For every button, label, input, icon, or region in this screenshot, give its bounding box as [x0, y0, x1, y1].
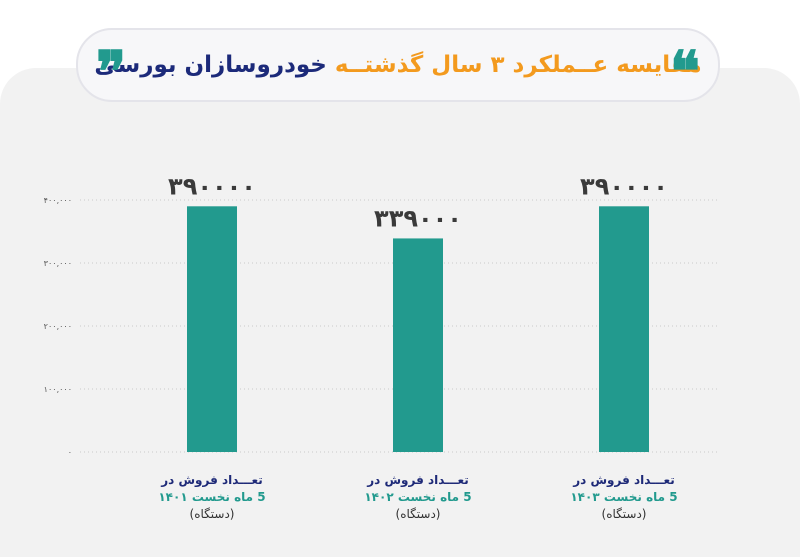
y-tick-label: ۲۰۰,۰۰۰ — [44, 322, 72, 331]
x-tick-label: تعـــداد فروش در 5 ماه نخست ۱۴۰۲ (دستگاه) — [333, 472, 503, 523]
x-tick-label-line: تعـــداد فروش در — [161, 473, 263, 487]
y-tick-label: ۳۰۰,۰۰۰ — [44, 259, 72, 268]
data-label: ۳۳۹۰۰۰ — [374, 204, 462, 232]
data-label: ۳۹۰۰۰۰ — [168, 172, 256, 200]
y-tick-label: ۰ — [68, 448, 72, 457]
x-tick-label-line: 5 ماه نخست ۱۴۰۱ — [158, 490, 266, 504]
chart-title: مقایسه عــملکرد ۳ سال گذشتــه خودروسازان… — [94, 52, 701, 78]
title-part-navy: خودروسازان بورسی — [94, 52, 327, 78]
data-label: ۳۹۰۰۰۰ — [580, 172, 668, 200]
x-tick-label-line: 5 ماه نخست ۱۴۰۲ — [364, 490, 472, 504]
x-tick-label-line: تعـــداد فروش در — [573, 473, 675, 487]
close-quote-icon: ❞ — [96, 39, 127, 105]
open-quote-icon: ❝ — [669, 39, 700, 105]
bar — [187, 206, 237, 452]
x-tick-label-line: 5 ماه نخست ۱۴۰۳ — [570, 490, 678, 504]
x-tick-label: تعـــداد فروش در 5 ماه نخست ۱۴۰۱ (دستگاه) — [127, 472, 297, 523]
x-tick-label-line: تعـــداد فروش در — [367, 473, 469, 487]
bar — [599, 206, 649, 452]
bar — [393, 238, 443, 452]
title-part-orange: مقایسه عــملکرد ۳ سال گذشتــه — [334, 52, 702, 78]
x-tick-label-line: (دستگاه) — [601, 507, 647, 521]
x-tick-label-line: (دستگاه) — [189, 507, 235, 521]
title-banner: ❝ مقایسه عــملکرد ۳ سال گذشتــه خودروساز… — [76, 28, 720, 102]
x-tick-label: تعـــداد فروش در 5 ماه نخست ۱۴۰۳ (دستگاه) — [539, 472, 709, 523]
y-tick-label: ۱۰۰,۰۰۰ — [44, 385, 72, 394]
y-tick-label: ۴۰۰,۰۰۰ — [44, 196, 72, 205]
x-tick-label-line: (دستگاه) — [395, 507, 441, 521]
